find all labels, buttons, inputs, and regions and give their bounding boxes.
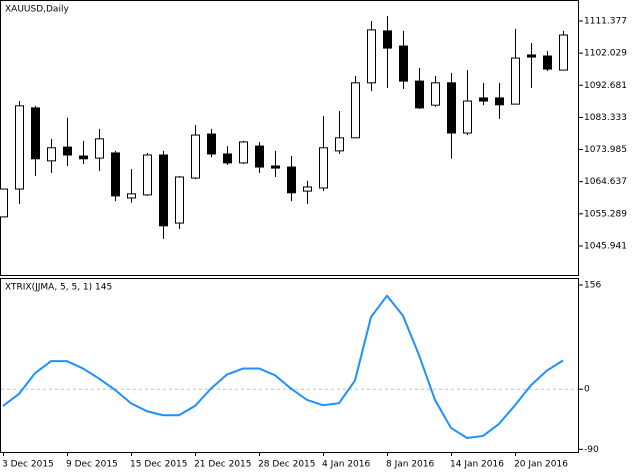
candle-body bbox=[255, 145, 264, 168]
x-tick-label: 3 Dec 2015 bbox=[2, 460, 54, 470]
candle-body bbox=[399, 45, 408, 82]
x-tick-label: 8 Jan 2016 bbox=[386, 460, 434, 470]
candle-body bbox=[303, 186, 312, 192]
y-tick-label: 156 bbox=[584, 281, 601, 291]
y-tick-label: 1111.377 bbox=[584, 17, 627, 27]
candle-body bbox=[31, 107, 40, 160]
candle-body bbox=[127, 193, 136, 199]
x-tick-label: 9 Dec 2015 bbox=[66, 460, 118, 470]
candle-body bbox=[159, 154, 168, 227]
candle-body bbox=[207, 133, 216, 155]
candle-body bbox=[543, 55, 552, 70]
y-tick-label: 1092.681 bbox=[584, 81, 627, 91]
candle-body bbox=[271, 165, 280, 169]
x-tick-label: 28 Dec 2015 bbox=[258, 460, 316, 470]
candle-body bbox=[95, 138, 104, 159]
candle-body bbox=[479, 97, 488, 102]
x-tick-label: 20 Jan 2016 bbox=[514, 460, 568, 470]
candle-body bbox=[511, 57, 520, 105]
candle-body bbox=[431, 82, 440, 106]
candle-body bbox=[527, 54, 536, 58]
x-tick-label: 4 Jan 2016 bbox=[322, 460, 370, 470]
candle-body bbox=[287, 166, 296, 194]
candle-body bbox=[47, 147, 56, 162]
y-tick-label: 1083.333 bbox=[584, 113, 627, 123]
candle-body bbox=[351, 82, 360, 139]
candle-body bbox=[191, 134, 200, 179]
y-tick-label: 1055.289 bbox=[584, 209, 627, 219]
y-tick-label: -90 bbox=[584, 445, 599, 455]
y-tick-label: 1102.029 bbox=[584, 49, 627, 59]
candle-body bbox=[559, 34, 568, 71]
sub-frame bbox=[0, 278, 579, 453]
candle-body bbox=[367, 29, 376, 84]
candle-body bbox=[175, 176, 184, 224]
candle-body bbox=[223, 153, 232, 164]
y-tick-label: 0 bbox=[584, 385, 590, 395]
candle-body bbox=[239, 141, 248, 164]
indicator-line bbox=[2, 294, 564, 440]
x-tick-label: 21 Dec 2015 bbox=[194, 460, 252, 470]
candle-body bbox=[495, 97, 504, 106]
candle-body bbox=[111, 152, 120, 197]
candle-body bbox=[143, 154, 152, 196]
y-tick-label: 1045.941 bbox=[584, 241, 627, 251]
indicator-title: XTRIX(JJMA, 5, 5, 1) 145 bbox=[5, 283, 112, 293]
candle-body bbox=[463, 100, 472, 134]
y-tick-label: 1064.637 bbox=[584, 177, 627, 187]
candle-body bbox=[0, 188, 8, 218]
candle-body bbox=[415, 80, 424, 109]
candle-body bbox=[383, 30, 392, 49]
candle-body bbox=[63, 146, 72, 156]
chart-title: XAUUSD,Daily bbox=[5, 5, 69, 15]
candle-body bbox=[15, 105, 24, 190]
candle-body bbox=[319, 147, 328, 189]
candle-body bbox=[447, 82, 456, 134]
y-tick-label: 1073.985 bbox=[584, 145, 627, 155]
candle-body bbox=[79, 155, 88, 160]
x-tick-label: 14 Jan 2016 bbox=[450, 460, 504, 470]
x-tick-label: 15 Dec 2015 bbox=[130, 460, 188, 470]
main-frame bbox=[0, 0, 579, 276]
candle-body bbox=[335, 137, 344, 152]
